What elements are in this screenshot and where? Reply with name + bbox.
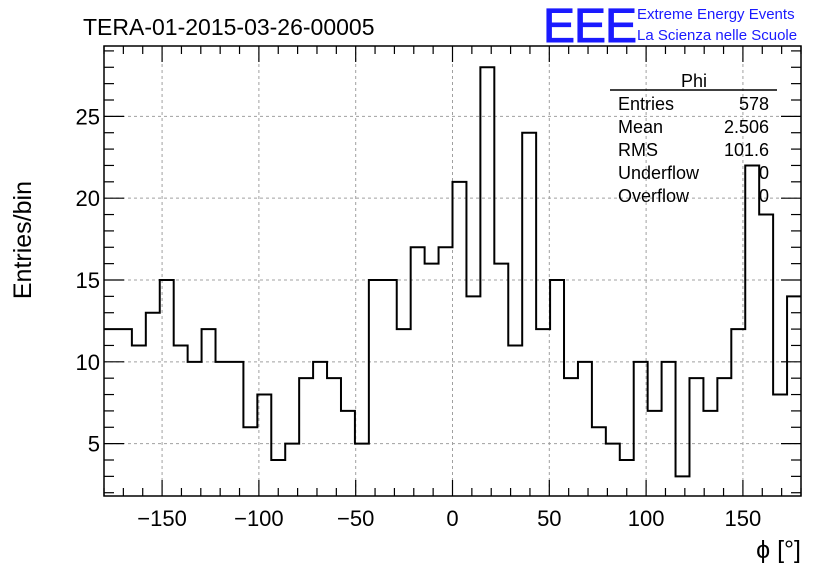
stats-title: Phi — [681, 71, 707, 91]
x-tick-label: 0 — [446, 506, 458, 531]
x-tick-label: 150 — [725, 506, 762, 531]
y-tick-label: 20 — [76, 186, 100, 211]
stats-value-mean: 2.506 — [724, 117, 769, 137]
stats-label-overflow: Overflow — [618, 186, 690, 206]
x-tick-label: −150 — [137, 506, 187, 531]
stats-label-entries: Entries — [618, 94, 674, 114]
eee-logo: EEE Extreme Energy Events La Scienza nel… — [543, 0, 798, 54]
y-tick-label: 10 — [76, 350, 100, 375]
tick-labels: −150 −100 −50 0 50 100 150 5 10 15 20 25 — [76, 104, 762, 531]
stats-value-rms: 101.6 — [724, 140, 769, 160]
x-tick-label: −100 — [234, 506, 284, 531]
x-tick-label: 50 — [537, 506, 561, 531]
stats-value-underflow: 0 — [759, 163, 769, 183]
stats-box: Phi Entries 578 Mean 2.506 RMS 101.6 Und… — [610, 71, 777, 206]
histogram-outline — [104, 66, 801, 478]
stats-label-rms: RMS — [618, 140, 658, 160]
stats-value-entries: 578 — [739, 94, 769, 114]
x-axis-title: ϕ [°] — [756, 536, 801, 564]
axis-ticks — [103, 46, 802, 496]
logo-line-2: La Scienza nelle Scuole — [637, 27, 797, 44]
y-tick-label: 5 — [88, 432, 100, 457]
y-tick-label: 15 — [76, 268, 100, 293]
y-tick-label: 25 — [76, 104, 100, 129]
x-tick-label: 100 — [628, 506, 665, 531]
grid-lines — [104, 46, 801, 496]
chart-title: TERA-01-2015-03-26-00005 — [83, 14, 375, 40]
stats-label-underflow: Underflow — [618, 163, 700, 183]
stats-label-mean: Mean — [618, 117, 663, 137]
x-tick-label: −50 — [337, 506, 374, 531]
stats-value-overflow: 0 — [759, 186, 769, 206]
logo-line-1: Extreme Energy Events — [637, 6, 795, 23]
y-axis-title: Entries/bin — [9, 181, 37, 299]
logo-mark: EEE — [543, 0, 636, 53]
